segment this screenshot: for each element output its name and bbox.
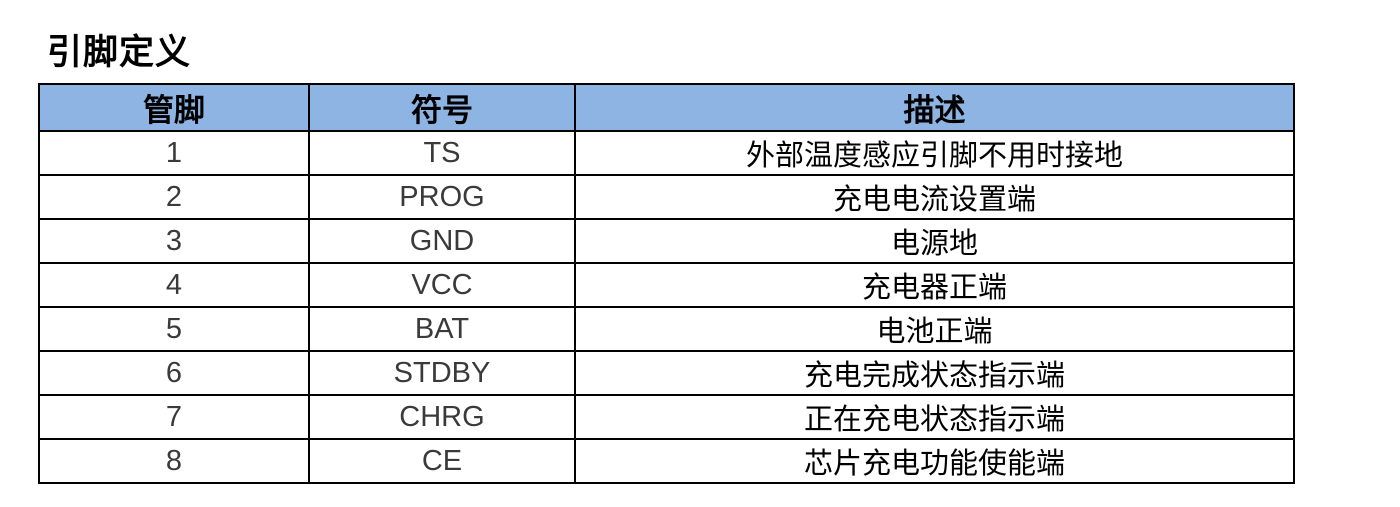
pin-description: 正在充电状态指示端 — [574, 394, 1295, 440]
pin-symbol: CHRG — [308, 394, 576, 440]
pin-number: 5 — [38, 306, 310, 352]
pin-symbol: STDBY — [308, 350, 576, 396]
pin-description: 电池正端 — [574, 306, 1295, 352]
pin-symbol: BAT — [308, 306, 576, 352]
table-header-row: 管脚 符号 描述 — [38, 83, 1295, 132]
table-row: 3 GND 电源地 — [38, 218, 1295, 264]
table-body: 1 TS 外部温度感应引脚不用时接地 2 PROG 充电电流设置端 3 GND … — [38, 130, 1295, 484]
pin-description: 芯片充电功能使能端 — [574, 438, 1295, 484]
header-pin: 管脚 — [38, 83, 310, 132]
pin-symbol: TS — [308, 130, 576, 176]
pin-number: 7 — [38, 394, 310, 440]
pin-description: 充电完成状态指示端 — [574, 350, 1295, 396]
pin-symbol: CE — [308, 438, 576, 484]
pin-description: 电源地 — [574, 218, 1295, 264]
table-row: 2 PROG 充电电流设置端 — [38, 174, 1295, 220]
pin-description: 外部温度感应引脚不用时接地 — [574, 130, 1295, 176]
pin-symbol: VCC — [308, 262, 576, 308]
pin-number: 3 — [38, 218, 310, 264]
table-row: 7 CHRG 正在充电状态指示端 — [38, 394, 1295, 440]
pin-number: 1 — [38, 130, 310, 176]
pin-number: 8 — [38, 438, 310, 484]
header-description: 描述 — [574, 83, 1295, 132]
pin-number: 4 — [38, 262, 310, 308]
pin-symbol: GND — [308, 218, 576, 264]
table-row: 1 TS 外部温度感应引脚不用时接地 — [38, 130, 1295, 176]
table-row: 6 STDBY 充电完成状态指示端 — [38, 350, 1295, 396]
header-symbol: 符号 — [308, 83, 576, 132]
table-row: 5 BAT 电池正端 — [38, 306, 1295, 352]
pin-number: 6 — [38, 350, 310, 396]
page-title: 引脚定义 — [47, 33, 192, 72]
table-row: 8 CE 芯片充电功能使能端 — [38, 438, 1295, 484]
pin-symbol: PROG — [308, 174, 576, 220]
pin-definition-table: 管脚 符号 描述 1 TS 外部温度感应引脚不用时接地 2 PROG 充电电流设… — [38, 83, 1295, 484]
pin-description: 充电电流设置端 — [574, 174, 1295, 220]
table-row: 4 VCC 充电器正端 — [38, 262, 1295, 308]
pin-number: 2 — [38, 174, 310, 220]
pin-description: 充电器正端 — [574, 262, 1295, 308]
